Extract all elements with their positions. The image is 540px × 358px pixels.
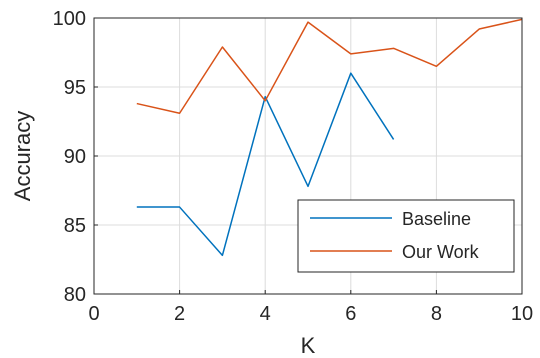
y-tick-label: 80 bbox=[64, 284, 86, 306]
y-axis-label: Accuracy bbox=[10, 111, 35, 201]
series-layer bbox=[136, 18, 523, 257]
x-tick-label: 6 bbox=[345, 303, 356, 325]
legend: Baseline Our Work bbox=[297, 199, 515, 273]
x-axis-label: K bbox=[301, 333, 316, 358]
series-line-2 bbox=[136, 18, 523, 114]
y-tick-label: 85 bbox=[64, 215, 86, 237]
x-axis-ticks: 0 2 4 6 8 10 bbox=[88, 290, 533, 325]
x-tick-label: 4 bbox=[260, 303, 271, 325]
legend-box bbox=[297, 199, 515, 273]
x-tick-label: 10 bbox=[511, 303, 533, 325]
legend-label: Our Work bbox=[402, 242, 480, 262]
series-line-1 bbox=[136, 72, 395, 257]
y-tick-label: 95 bbox=[64, 77, 86, 99]
y-tick-label: 90 bbox=[64, 146, 86, 168]
x-tick-label: 0 bbox=[88, 303, 99, 325]
x-tick-label: 8 bbox=[431, 303, 442, 325]
y-tick-label: 100 bbox=[53, 8, 86, 30]
y-axis-ticks: 80 85 90 95 100 bbox=[53, 8, 98, 306]
x-tick-label: 2 bbox=[174, 303, 185, 325]
legend-label: Baseline bbox=[402, 209, 471, 229]
